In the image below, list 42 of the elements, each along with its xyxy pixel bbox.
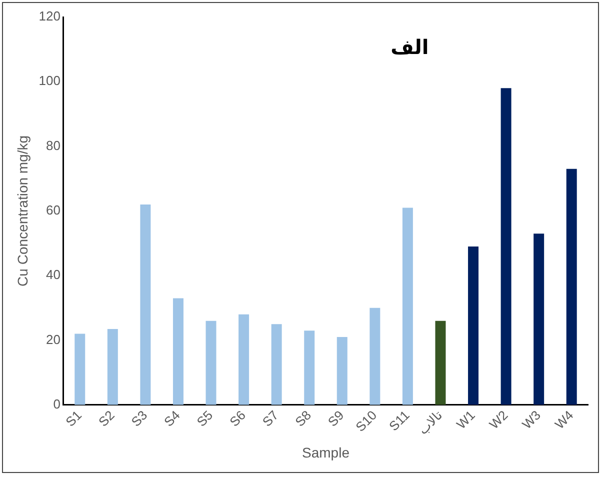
bar [534,234,544,405]
y-tick-label: 0 [53,396,60,412]
bar [402,208,413,405]
bar [107,328,118,405]
text: الف [390,35,429,60]
x-tick-label: W2 [486,407,511,432]
x-tick-label: S7 [259,407,282,430]
y-tick-label: 20 [46,332,60,347]
x-tick-label: S8 [292,407,314,430]
x-tick-label: W3 [519,407,544,432]
x-tick-label: S10 [352,407,380,434]
bar [435,320,446,405]
x-tick-label: S5 [194,407,216,430]
bar [140,204,151,405]
x-tick-label: S2 [95,407,118,430]
x-tick-label: S9 [324,407,347,430]
x-tick-label: تالاب [415,407,446,438]
y-tick-label: 60 [46,202,60,218]
bar [336,337,348,405]
bar [468,246,479,405]
x-axis-title: Sample [302,444,350,460]
y-tick-label: 100 [38,73,60,88]
bar [271,324,282,405]
x-tick-label: W4 [552,407,576,432]
x-tick-label: S3 [128,407,150,430]
y-tick-label: 40 [46,267,60,282]
x-tick-label: W1 [454,407,478,432]
x-tick-label: S6 [226,407,248,430]
x-tick-label: S1 [62,407,85,430]
bar [172,298,184,405]
y-tick-label: 120 [38,8,60,24]
x-tick-label: S11 [386,407,412,434]
y-tick-label: 80 [46,138,60,153]
bar [238,314,250,405]
bar [304,330,315,405]
bar [206,320,216,405]
bar [370,308,380,405]
bar [74,334,86,405]
bar [566,168,577,405]
y-axis-title: Cu Concentration mg/kg [14,135,30,286]
x-tick-label: S4 [161,407,183,430]
bar [500,88,512,405]
